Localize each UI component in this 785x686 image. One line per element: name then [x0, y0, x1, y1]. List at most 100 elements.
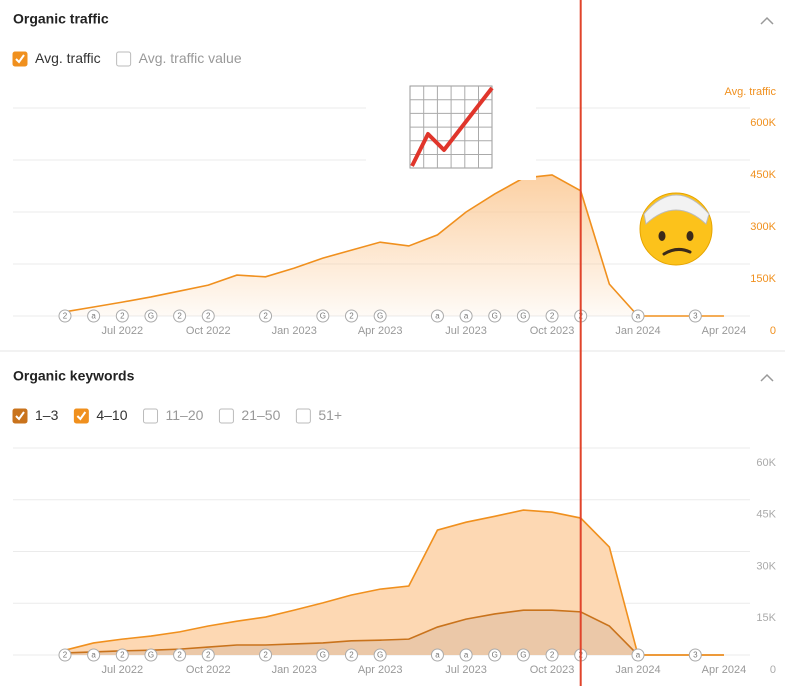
- annotation-marker: [488, 648, 502, 662]
- y-tick-label: 450K: [750, 169, 776, 181]
- annotation-label: 2: [63, 651, 68, 660]
- annotation-label: G: [320, 651, 326, 660]
- eye: [686, 231, 694, 241]
- collapse-chevron[interactable]: [760, 373, 774, 382]
- annotation-marker: [58, 309, 72, 323]
- x-tick-label: Jul 2023: [445, 664, 487, 676]
- annotation-label: 2: [550, 312, 555, 321]
- x-tick-label: Jan 2023: [272, 325, 317, 337]
- face-sticker: [639, 192, 713, 266]
- annotation-label: 2: [120, 312, 125, 321]
- x-tick-label: Jan 2024: [615, 664, 660, 676]
- checkbox: [295, 408, 311, 424]
- annotation-marker: [87, 648, 101, 662]
- annotation-label: G: [377, 312, 383, 321]
- annotation-label: G: [148, 312, 154, 321]
- x-tick-label: Apr 2023: [358, 325, 403, 337]
- annotation-marker: [545, 309, 559, 323]
- checkbox: [143, 408, 159, 424]
- bandage: [643, 194, 710, 225]
- annotation-label: a: [464, 651, 469, 660]
- annotation-marker: [115, 648, 129, 662]
- annotation-label: a: [91, 651, 96, 660]
- y-tick-label: 600K: [750, 117, 776, 129]
- annotation-marker: [430, 309, 444, 323]
- annotation-label: a: [91, 312, 96, 321]
- panel-title: Organic traffic: [13, 11, 109, 27]
- annotation-marker: [316, 309, 330, 323]
- annotation-label: G: [492, 312, 498, 321]
- annotation-marker: [173, 648, 187, 662]
- annotation-marker: [144, 648, 158, 662]
- series-area: [65, 610, 724, 655]
- annotation-marker: [87, 309, 101, 323]
- toggle-label: 1–3: [35, 407, 59, 423]
- checkmark: [15, 54, 25, 64]
- annotation-marker: [259, 648, 273, 662]
- annotation-marker: [545, 648, 559, 662]
- y-axis-label: Avg. traffic: [724, 86, 776, 98]
- annotation-marker: [115, 309, 129, 323]
- sticker-line: [410, 86, 494, 167]
- annotation-label: 2: [63, 312, 68, 321]
- mouth: [662, 247, 692, 256]
- annotation-marker: [345, 309, 358, 323]
- series-line: [64, 609, 724, 656]
- annotation-label: G: [377, 651, 383, 660]
- y-tick-label: 45K: [756, 509, 776, 521]
- toggle-label: Avg. traffic: [35, 50, 101, 66]
- y-tick-label: 0: [770, 664, 776, 676]
- annotation-label: G: [520, 651, 526, 660]
- annotation-label: 2: [120, 651, 125, 660]
- x-tick-label: Jan 2024: [615, 325, 660, 337]
- series-line: [64, 174, 724, 317]
- x-tick-label: Oct 2023: [530, 664, 575, 676]
- annotation-label: 2: [263, 651, 268, 660]
- annotation-marker: [516, 648, 530, 662]
- y-tick-label: 0: [770, 325, 776, 337]
- annotation-marker: [688, 309, 702, 323]
- annotation-marker: [631, 309, 645, 323]
- annotation-marker: [201, 309, 215, 323]
- annotation-label: a: [636, 312, 641, 321]
- x-tick-label: Jan 2023: [272, 664, 317, 676]
- annotation-marker: [459, 648, 473, 662]
- annotation-label: 2: [206, 651, 211, 660]
- annotation-label: a: [636, 651, 641, 660]
- annotation-marker: [688, 648, 702, 662]
- series-area: [65, 174, 724, 316]
- x-tick-label: Oct 2023: [530, 325, 575, 337]
- annotation-label: G: [492, 651, 498, 660]
- annotation-marker: [373, 309, 387, 323]
- checkmark: [76, 411, 87, 421]
- checkbox: [218, 408, 234, 424]
- annotation-label: a: [464, 312, 469, 321]
- toggle-label: Avg. traffic value: [139, 50, 242, 66]
- y-tick-label: 150K: [750, 273, 776, 285]
- x-tick-label: Apr 2024: [702, 325, 747, 337]
- x-tick-label: Apr 2023: [358, 664, 403, 676]
- chart-sticker: [366, 80, 536, 180]
- annotation-label: 2: [263, 312, 268, 321]
- annotation-label: 3: [693, 651, 698, 660]
- checkmark: [15, 411, 25, 421]
- annotation-label: 2: [349, 651, 354, 660]
- annotation-marker: [58, 648, 72, 662]
- annotation-marker: [373, 648, 387, 662]
- toggle-label: 11–20: [166, 407, 204, 423]
- annotation-marker: [430, 648, 444, 662]
- annotation-label: G: [148, 651, 154, 660]
- checkbox: [116, 51, 132, 67]
- collapse-chevron[interactable]: [760, 16, 774, 25]
- annotation-marker: [316, 648, 330, 662]
- annotation-marker: [144, 309, 158, 323]
- annotation-label: 2: [349, 312, 354, 321]
- annotation-marker: [259, 309, 273, 323]
- annotation-label: a: [435, 651, 440, 660]
- annotation-label: 2: [177, 312, 182, 321]
- annotation-label: G: [320, 312, 326, 321]
- annotation-marker: [516, 309, 530, 323]
- toggle-label: 51+: [318, 407, 342, 423]
- y-tick-label: 300K: [750, 221, 776, 233]
- y-tick-label: 60K: [756, 457, 776, 469]
